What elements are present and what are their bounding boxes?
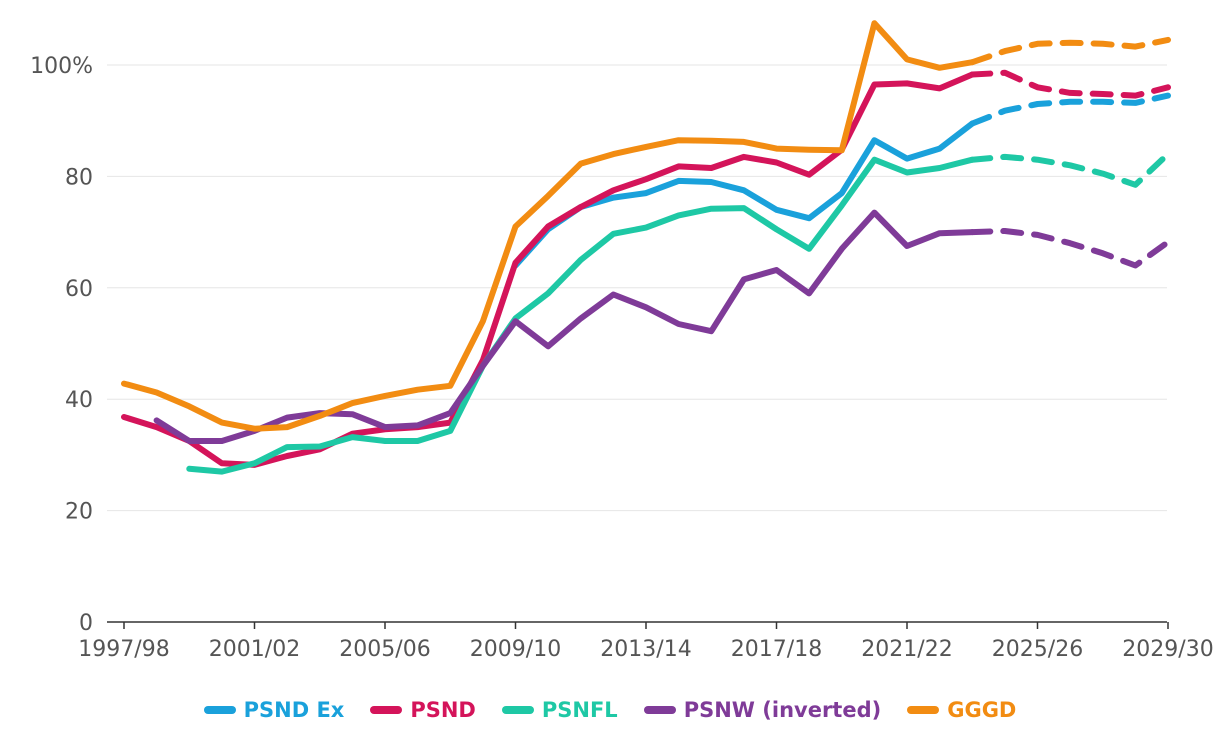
legend-label-psnd-ex: PSND Ex	[243, 698, 345, 722]
line-psnfl-forecast	[969, 151, 1171, 188]
series-psnd	[121, 69, 1171, 468]
legend-swatch-psnd	[370, 706, 403, 714]
legend-swatch-gggd	[907, 706, 940, 714]
y-tick-label-100: 100%	[30, 54, 93, 79]
gridlines	[107, 64, 1167, 512]
line-psnd-forecast	[969, 69, 1171, 99]
series-psnd-ex	[512, 92, 1171, 269]
legend-item-psnd-ex: PSND Ex	[203, 698, 345, 722]
legend-label-psnw: PSNW (inverted)	[683, 698, 882, 722]
line-psnw-inverted-outturn	[153, 209, 976, 444]
y-tick-label-0: 0	[79, 611, 93, 636]
legend-swatch-psnfl	[501, 706, 534, 714]
legend-item-gggd: GGGD	[907, 698, 1016, 722]
x-tick-label-2017-18: 2017/18	[731, 637, 822, 662]
line-gggd-forecast	[969, 36, 1171, 66]
y-tick-label-80: 80	[65, 165, 93, 190]
x-tick-label-2005-06: 2005/06	[339, 637, 430, 662]
legend-item-psnfl: PSNFL	[501, 698, 618, 722]
legend-item-psnw: PSNW (inverted)	[643, 698, 882, 722]
legend-swatch-psnw	[643, 706, 676, 714]
line-psnw-inverted-forecast	[969, 228, 1171, 269]
line-psnd-ex-forecast	[969, 92, 1171, 127]
series-lines	[121, 20, 1171, 475]
legend-label-psnfl: PSNFL	[541, 698, 618, 722]
legend-label-psnd: PSND	[410, 698, 476, 722]
x-tick-label-1997-98: 1997/98	[78, 637, 169, 662]
x-axis-ticks: 1997/98 2001/02 2005/06 2009/10 2013/14 2017/…	[78, 622, 1214, 662]
series-psnfl	[186, 151, 1171, 475]
legend-label-gggd: GGGD	[947, 698, 1017, 722]
y-tick-label-40: 40	[65, 388, 93, 413]
legend-swatch-psnd-ex	[203, 706, 236, 714]
x-tick-label-2021-22: 2021/22	[861, 637, 952, 662]
line-psnd-outturn	[121, 71, 976, 468]
x-tick-label-2025-26: 2025/26	[992, 637, 1083, 662]
x-tick-label-2009-10: 2009/10	[470, 637, 561, 662]
legend: PSND Ex PSND PSNFL PSNW (inverted) GGGD	[0, 698, 1220, 722]
series-psnw-inverted	[153, 209, 1171, 444]
line-gggd-outturn	[121, 20, 976, 432]
legend-item-psnd: PSND	[370, 698, 476, 722]
y-tick-label-20: 20	[65, 500, 93, 525]
x-tick-label-2029-30: 2029/30	[1122, 637, 1213, 662]
y-axis-tick-labels: 0 20 40 60 80 100%	[30, 54, 93, 636]
line-psnfl-outturn	[186, 156, 976, 475]
x-tick-label-2001-02: 2001/02	[209, 637, 300, 662]
y-tick-label-60: 60	[65, 277, 93, 302]
x-tick-label-2013-14: 2013/14	[600, 637, 691, 662]
series-gggd	[121, 20, 1171, 432]
